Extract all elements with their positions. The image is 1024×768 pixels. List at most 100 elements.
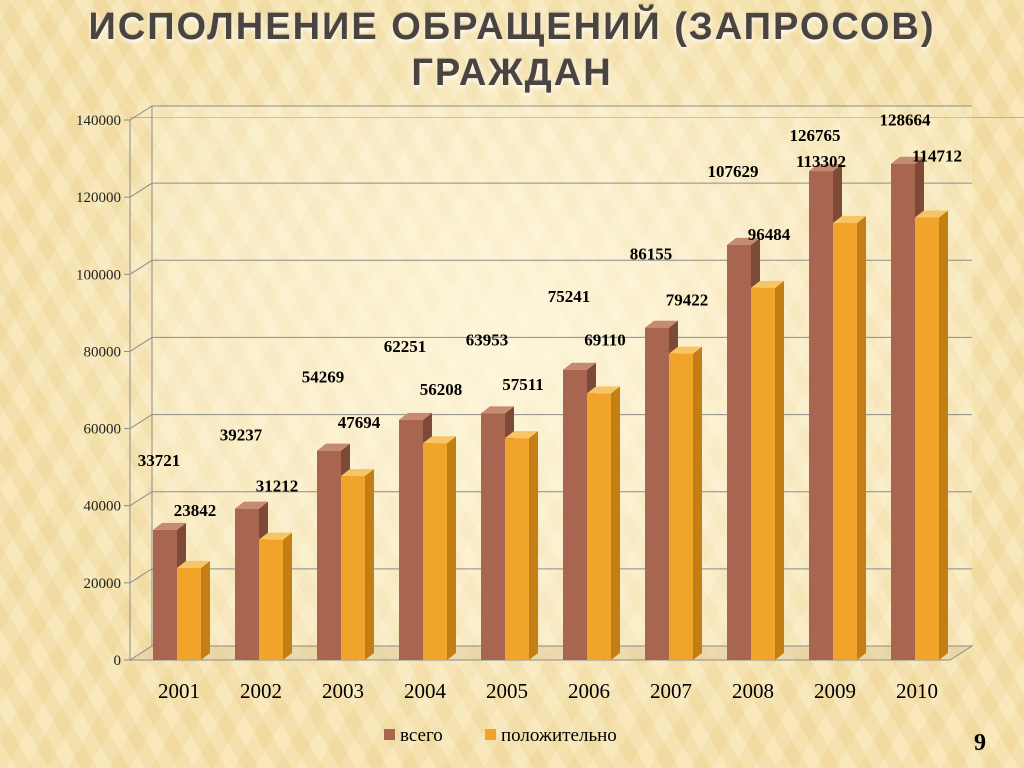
bar-top	[645, 320, 678, 328]
x-tick-label: 2005	[486, 679, 528, 703]
bar-front	[727, 244, 751, 661]
bar-side	[365, 469, 374, 660]
slide-title-line-2: ГРАЖДАН	[411, 52, 613, 94]
y-axis: 0 20000 40000 60000 80000 100000 120000 140000	[76, 113, 131, 669]
y-tick-label: 140000	[76, 113, 121, 129]
data-label: 33721	[138, 451, 181, 470]
bar-top	[177, 561, 210, 569]
x-tick-label: 2003	[322, 679, 364, 703]
data-label: 114712	[912, 147, 962, 166]
bar-top	[751, 280, 784, 288]
data-label: 107629	[708, 162, 759, 181]
bar-top	[809, 164, 842, 172]
bar-side	[857, 215, 866, 660]
bar-top	[259, 532, 292, 540]
data-label: 96484	[748, 225, 791, 244]
y-tick-label: 100000	[76, 267, 121, 283]
bar-side	[693, 346, 702, 660]
y-tick-label: 40000	[84, 499, 122, 515]
bar-side	[611, 386, 620, 660]
x-axis: 2001 2002 2003 2004 2005 2006 2007 2008 2009 2010	[158, 679, 938, 703]
x-tick-label: 2001	[158, 679, 200, 703]
bar-top	[891, 156, 924, 164]
data-label: 69110	[584, 330, 626, 349]
bar-top	[915, 210, 948, 218]
legend-label: всего	[400, 725, 443, 746]
gridline	[129, 336, 972, 352]
bar-front	[645, 327, 669, 660]
data-label: 62251	[384, 337, 427, 356]
bar-positive-2009	[833, 215, 866, 660]
bar-positive-2001	[177, 561, 210, 660]
x-tick-label: 2006	[568, 679, 610, 703]
y-tick-label: 0	[114, 653, 122, 669]
bar-front	[317, 450, 341, 660]
bar-front	[891, 163, 915, 660]
y-tick-label: 120000	[76, 190, 121, 206]
data-label: 128664	[880, 111, 932, 130]
y-tick-label: 20000	[84, 576, 122, 592]
x-tick-label: 2008	[732, 679, 774, 703]
x-tick-label: 2009	[814, 679, 856, 703]
data-label: 39237	[220, 426, 263, 445]
data-label: 113302	[796, 152, 846, 171]
bar-front	[235, 508, 259, 660]
bar-top	[423, 436, 456, 444]
bar-front	[751, 287, 775, 660]
bar-top	[727, 237, 760, 245]
bar-front	[399, 419, 423, 660]
x-tick-label: 2007	[650, 679, 692, 703]
data-label: 54269	[302, 368, 345, 387]
bar-front	[341, 476, 365, 660]
bar-front	[259, 539, 283, 660]
data-label: 56208	[420, 380, 463, 399]
x-tick-label: 2002	[240, 679, 282, 703]
data-label: 57511	[502, 375, 544, 394]
bar-positive-2010	[915, 210, 948, 660]
accent-line	[130, 117, 1024, 118]
bar-top	[235, 501, 268, 509]
bar-positive-2006	[587, 386, 620, 660]
bar-front	[809, 171, 833, 660]
bar-front	[153, 529, 177, 660]
bar-side	[201, 561, 210, 660]
bar-positive-2005	[505, 431, 538, 660]
bar-top	[833, 215, 866, 223]
x-tick-label: 2004	[404, 679, 447, 703]
data-label: 47694	[338, 413, 381, 432]
data-labels: 33721 23842 39237 31212 54269 47694 62251 56208…	[138, 111, 962, 520]
data-label: 86155	[630, 245, 673, 264]
bar-front	[587, 393, 611, 660]
data-label: 31212	[256, 477, 299, 496]
bar-top	[505, 431, 538, 439]
bar-top	[153, 522, 186, 530]
data-label: 63953	[466, 330, 509, 349]
legend-item-positive: положительно	[485, 725, 617, 746]
bar-positive-2008	[751, 280, 784, 660]
bar-side	[939, 210, 948, 660]
bar-positive-2002	[259, 532, 292, 660]
bar-side	[775, 280, 784, 660]
chart-bars	[153, 156, 948, 661]
bar-positive-2007	[669, 346, 702, 660]
legend: всего положительно	[384, 725, 617, 746]
gridline	[129, 182, 972, 198]
legend-item-total: всего	[384, 725, 443, 746]
bar-front	[423, 443, 447, 660]
gridline	[129, 105, 972, 121]
bar-side	[447, 436, 456, 660]
bar-front	[481, 413, 505, 660]
bar-positive-2003	[341, 469, 374, 660]
bar-front	[669, 353, 693, 660]
bar-front	[505, 438, 529, 660]
bar-top	[317, 443, 350, 451]
legend-swatch	[384, 729, 395, 740]
slide-title: ИСПОЛНЕНИЕ ОБРАЩЕНИЙ (ЗАПРОСОВ) ГРАЖДАН	[0, 4, 1024, 96]
bar-positive-2004	[423, 436, 456, 660]
bar-top	[587, 386, 620, 394]
y-tick-label: 60000	[84, 422, 122, 438]
data-label: 23842	[174, 501, 217, 520]
bar-front	[915, 217, 939, 660]
bar-top	[481, 406, 514, 414]
